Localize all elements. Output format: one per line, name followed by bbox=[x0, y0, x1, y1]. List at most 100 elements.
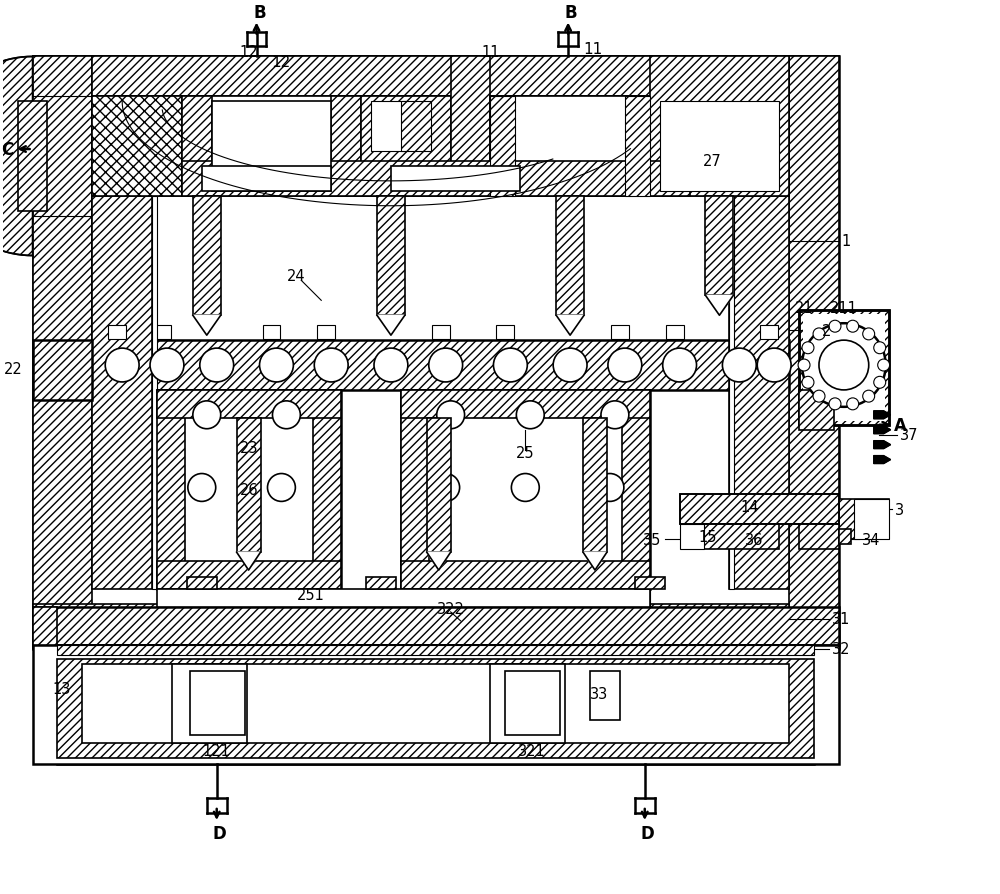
Circle shape bbox=[847, 399, 859, 410]
Bar bbox=[193, 197, 221, 316]
Text: 32: 32 bbox=[832, 642, 850, 656]
Bar bbox=[172, 664, 247, 744]
Circle shape bbox=[429, 349, 463, 383]
Bar bbox=[729, 197, 789, 589]
Text: 36: 36 bbox=[745, 532, 763, 547]
Text: 321: 321 bbox=[518, 743, 546, 758]
Bar bbox=[33, 57, 839, 649]
Circle shape bbox=[553, 349, 587, 383]
Text: D: D bbox=[641, 824, 655, 842]
Bar bbox=[57, 645, 814, 764]
Circle shape bbox=[878, 359, 890, 372]
Circle shape bbox=[819, 341, 869, 391]
Polygon shape bbox=[705, 296, 733, 316]
Bar bbox=[700, 525, 779, 550]
Text: 121: 121 bbox=[203, 743, 231, 758]
Bar bbox=[57, 645, 814, 673]
Circle shape bbox=[863, 391, 875, 402]
Bar bbox=[401, 391, 650, 589]
Bar bbox=[182, 97, 212, 197]
Circle shape bbox=[608, 349, 642, 383]
Bar bbox=[202, 167, 331, 191]
Circle shape bbox=[596, 474, 624, 502]
Bar bbox=[391, 167, 520, 191]
Text: 21: 21 bbox=[795, 300, 813, 316]
Circle shape bbox=[663, 349, 697, 383]
Bar bbox=[57, 659, 814, 758]
Text: 31: 31 bbox=[832, 611, 850, 627]
Circle shape bbox=[829, 399, 841, 410]
Bar bbox=[505, 670, 560, 736]
Bar bbox=[33, 57, 839, 97]
Polygon shape bbox=[874, 426, 891, 434]
Text: 27: 27 bbox=[703, 155, 721, 169]
Bar bbox=[33, 604, 789, 649]
Text: 22: 22 bbox=[4, 361, 23, 376]
Polygon shape bbox=[0, 57, 33, 257]
Bar bbox=[92, 341, 789, 391]
Bar bbox=[108, 325, 126, 340]
Circle shape bbox=[802, 324, 886, 408]
Text: 12: 12 bbox=[271, 55, 291, 70]
Circle shape bbox=[601, 401, 629, 429]
Circle shape bbox=[863, 329, 875, 341]
Bar bbox=[799, 311, 889, 426]
Circle shape bbox=[493, 349, 527, 383]
Circle shape bbox=[314, 349, 348, 383]
Bar bbox=[212, 102, 331, 191]
Text: 211: 211 bbox=[830, 300, 858, 316]
Bar bbox=[496, 325, 514, 340]
Bar bbox=[33, 607, 839, 645]
Bar bbox=[583, 418, 607, 552]
Bar bbox=[660, 102, 779, 191]
Bar bbox=[157, 391, 341, 589]
Polygon shape bbox=[427, 552, 451, 570]
Bar bbox=[331, 97, 361, 197]
Bar bbox=[157, 391, 185, 589]
Bar bbox=[432, 325, 450, 340]
Circle shape bbox=[374, 349, 408, 383]
Text: 15: 15 bbox=[699, 529, 717, 544]
Text: 23: 23 bbox=[240, 441, 259, 456]
Bar bbox=[611, 325, 629, 340]
Circle shape bbox=[260, 349, 293, 383]
Text: 2: 2 bbox=[822, 324, 831, 338]
Polygon shape bbox=[583, 552, 607, 570]
Text: 11: 11 bbox=[583, 42, 602, 57]
Text: 11: 11 bbox=[481, 45, 500, 60]
Circle shape bbox=[150, 349, 184, 383]
Circle shape bbox=[188, 474, 216, 502]
Circle shape bbox=[200, 349, 234, 383]
Circle shape bbox=[802, 342, 814, 354]
Bar bbox=[237, 418, 261, 552]
Polygon shape bbox=[193, 316, 221, 336]
Text: 26: 26 bbox=[240, 483, 259, 497]
Bar bbox=[92, 97, 789, 197]
Text: 25: 25 bbox=[516, 445, 535, 460]
Circle shape bbox=[802, 377, 814, 389]
Polygon shape bbox=[377, 316, 405, 336]
Bar bbox=[666, 325, 684, 340]
Bar bbox=[625, 97, 650, 197]
Circle shape bbox=[516, 401, 544, 429]
Bar bbox=[490, 97, 650, 197]
Polygon shape bbox=[237, 552, 261, 570]
Circle shape bbox=[511, 474, 539, 502]
Bar bbox=[92, 57, 789, 97]
Circle shape bbox=[847, 321, 859, 333]
Text: 33: 33 bbox=[590, 687, 608, 701]
Circle shape bbox=[437, 401, 465, 429]
Bar bbox=[377, 197, 405, 316]
Bar bbox=[317, 325, 335, 340]
Circle shape bbox=[874, 377, 886, 389]
Text: 35: 35 bbox=[643, 532, 662, 547]
Text: 12: 12 bbox=[240, 45, 258, 60]
Bar bbox=[182, 162, 690, 197]
Polygon shape bbox=[556, 316, 584, 336]
Text: B: B bbox=[253, 4, 266, 21]
Bar bbox=[371, 102, 406, 152]
Bar bbox=[427, 418, 451, 552]
PathPatch shape bbox=[0, 57, 33, 257]
Bar bbox=[313, 391, 341, 589]
Bar bbox=[33, 341, 92, 401]
